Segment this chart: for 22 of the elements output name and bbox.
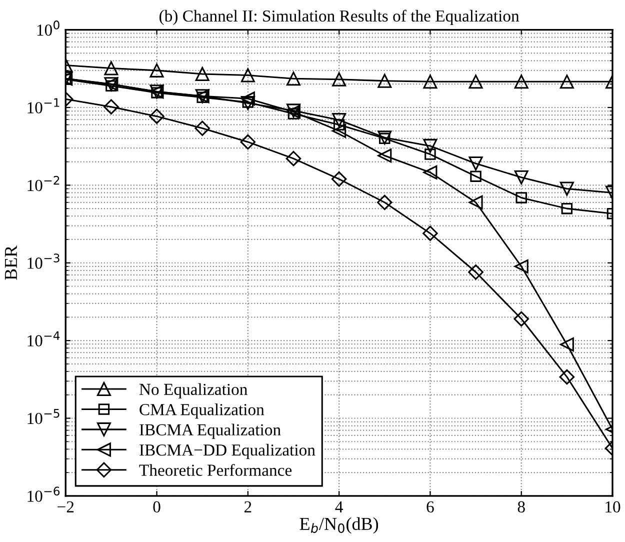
x-tick-label: −2 bbox=[58, 501, 74, 512]
y-tick-label: 10$^{−5}$ bbox=[28, 409, 60, 424]
y-tick-label: 10$^{−1}$ bbox=[28, 98, 60, 114]
x-axis-title: E$_{b}$/N$_{0}$(dB) bbox=[300, 517, 378, 534]
y-tick-label: 10$^{−3}$ bbox=[28, 254, 60, 269]
x-tick-label: 4 bbox=[335, 501, 343, 512]
chart-title: (b) Channel II: Simulation Results of the Equalization bbox=[160, 10, 520, 26]
legend-label: IBCMA Equalization bbox=[140, 424, 281, 439]
x-tick-label: 6 bbox=[426, 501, 434, 513]
x-tick-label: 0 bbox=[153, 501, 160, 513]
y-axis-title: BER bbox=[5, 245, 17, 280]
x-tick-label: 2 bbox=[244, 501, 252, 512]
y-tick-label: 10$^{0}$ bbox=[37, 20, 60, 36]
x-tick-label: 8 bbox=[518, 501, 525, 513]
legend-label: IBCMA−DD Equalization bbox=[140, 444, 316, 460]
y-tick-label: 10$^{−4}$ bbox=[28, 331, 60, 346]
y-tick-label: 10$^{−6}$ bbox=[28, 486, 60, 502]
y-tick-label: 10$^{−2}$ bbox=[28, 176, 60, 192]
legend-label: CMA Equalization bbox=[140, 404, 264, 419]
x-tick-label: 10 bbox=[606, 501, 620, 513]
legend-label: No Equalization bbox=[139, 383, 248, 398]
legend-label: Theoretic Performance bbox=[139, 464, 292, 476]
